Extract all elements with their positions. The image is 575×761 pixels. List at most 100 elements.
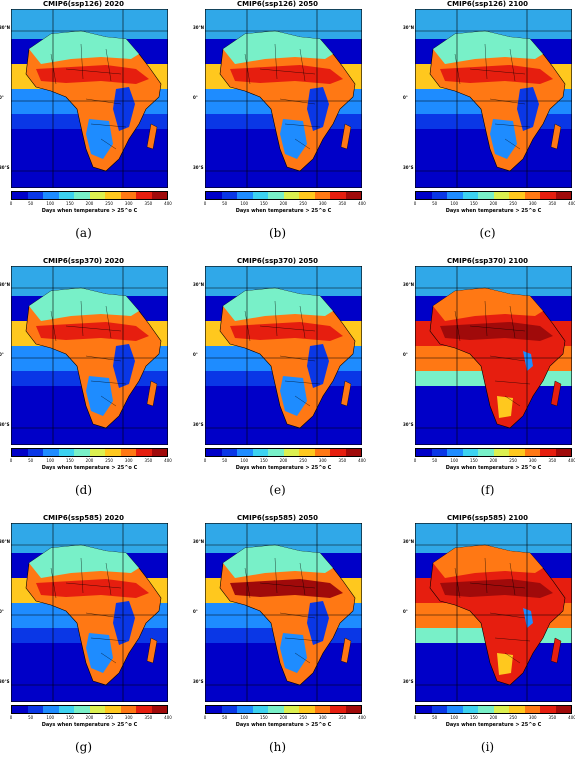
heat-days-map	[11, 266, 168, 445]
colorbar-swatch	[314, 192, 330, 199]
colorbar-tick-label: 350	[144, 715, 153, 720]
colorbar-swatch	[555, 192, 571, 199]
colorbar-swatch	[221, 192, 237, 199]
colorbar-swatch	[345, 192, 361, 199]
latitude-label: 30°N	[0, 539, 10, 544]
latitude-label: 0°	[193, 95, 198, 100]
colorbar-tick-label: 350	[548, 458, 557, 463]
map-area	[11, 266, 168, 445]
map-panel: CMIP6(ssp370) 2020 30°N 0° 30°S 0 50 100 150 200…	[0, 257, 172, 497]
colorbar-swatch	[462, 706, 478, 713]
colorbar-tick-label: 100	[46, 715, 55, 720]
colorbar-tick-label: 350	[548, 715, 557, 720]
colorbar-tick-label: 0	[9, 201, 13, 206]
colorbar-ticks: 0 50 100 150 200 250 300 350 400	[204, 458, 366, 464]
latitude-label: 30°N	[403, 539, 414, 544]
colorbar-swatch	[540, 192, 556, 199]
colorbar-swatch	[268, 192, 284, 199]
colorbar-swatch	[151, 449, 167, 456]
colorbar-tick-label: 400	[358, 715, 366, 720]
colorbar-tick-label: 250	[299, 201, 307, 206]
panel-title: CMIP6(ssp370) 2020	[43, 257, 124, 265]
latitude-label: 0°	[193, 609, 198, 614]
colorbar-tick-label: 300	[528, 458, 537, 463]
colorbar-tick-label: 400	[568, 458, 575, 463]
colorbar-swatch	[58, 706, 74, 713]
colorbar-swatch	[74, 192, 90, 199]
colorbar-swatch	[416, 706, 432, 713]
colorbar-label: Days when temperature > 25^o C	[41, 465, 138, 471]
colorbar-label: Days when temperature > 25^o C	[445, 465, 542, 471]
colorbar-swatch	[431, 449, 447, 456]
map-area	[11, 9, 168, 188]
colorbar-tick-label: 200	[489, 201, 498, 206]
colorbar-swatch	[252, 449, 268, 456]
colorbar-tick-label: 100	[450, 201, 459, 206]
colorbar-tick-label: 400	[164, 458, 172, 463]
panel-title: CMIP6(ssp370) 2050	[237, 257, 318, 265]
colorbar-swatch	[314, 449, 330, 456]
colorbar-swatch	[120, 706, 136, 713]
latitude-label: 0°	[403, 352, 408, 357]
latitude-label: 30°S	[193, 679, 204, 684]
colorbar-tick-label: 300	[318, 458, 327, 463]
colorbar-swatch	[58, 192, 74, 199]
colorbar	[205, 448, 362, 457]
colorbar-tick-label: 300	[124, 201, 133, 206]
colorbar-swatch	[252, 192, 268, 199]
heat-days-map	[11, 9, 168, 188]
colorbar-tick-label: 100	[46, 458, 55, 463]
colorbar	[11, 191, 168, 200]
colorbar-swatch	[555, 449, 571, 456]
colorbar-ticks: 0 50 100 150 200 250 300 350 400	[10, 715, 172, 721]
latitude-label: 0°	[0, 95, 4, 100]
colorbar-swatch	[493, 449, 509, 456]
map-panel: CMIP6(ssp126) 2050 30°N 0° 30°S 0 50 100 150 200…	[193, 0, 366, 240]
colorbar-ticks: 0 50 100 150 200 250 300 350 400	[10, 458, 172, 464]
map-panel: CMIP6(ssp370) 2050 30°N 0° 30°S 0 50 100 150 200…	[193, 257, 366, 497]
map-panel: CMIP6(ssp370) 2100 30°N 0° 30°S 0 50 100 150 200…	[403, 257, 575, 497]
colorbar-tick-label: 0	[203, 715, 207, 720]
panel-caption: (c)	[479, 226, 496, 240]
colorbar-swatch	[206, 449, 222, 456]
colorbar-tick-label: 200	[85, 458, 94, 463]
colorbar-tick-label: 250	[299, 715, 307, 720]
colorbar-swatch	[43, 192, 59, 199]
colorbar-swatch	[493, 192, 509, 199]
colorbar-swatch	[105, 192, 121, 199]
colorbar-tick-label: 300	[124, 715, 133, 720]
colorbar-tick-label: 50	[432, 715, 438, 720]
colorbar-tick-label: 350	[338, 201, 347, 206]
colorbar-swatch	[237, 449, 253, 456]
colorbar	[415, 448, 572, 457]
colorbar-swatch	[431, 706, 447, 713]
heat-days-map	[205, 266, 362, 445]
colorbar-tick-label: 50	[28, 201, 34, 206]
colorbar-tick-label: 350	[548, 201, 557, 206]
colorbar-tick-label: 50	[28, 715, 34, 720]
colorbar-swatch	[431, 192, 447, 199]
colorbar-swatch	[299, 706, 315, 713]
colorbar-label: Days when temperature > 25^o C	[235, 208, 332, 214]
colorbar	[11, 705, 168, 714]
heat-days-map	[415, 9, 572, 188]
colorbar-label: Days when temperature > 25^o C	[445, 208, 542, 214]
colorbar-label: Days when temperature > 25^o C	[41, 722, 138, 728]
colorbar-tick-label: 150	[470, 201, 478, 206]
colorbar-tick-label: 300	[318, 715, 327, 720]
colorbar-swatch	[58, 449, 74, 456]
colorbar-tick-label: 350	[144, 458, 153, 463]
panel-caption: (d)	[74, 483, 93, 497]
colorbar-swatch	[120, 192, 136, 199]
colorbar-swatch	[447, 449, 463, 456]
colorbar-swatch	[524, 449, 540, 456]
colorbar-tick-label: 250	[509, 201, 517, 206]
colorbar-tick-label: 50	[222, 458, 228, 463]
latitude-label: 0°	[0, 352, 4, 357]
colorbar-tick-label: 350	[144, 201, 153, 206]
map-area	[205, 9, 362, 188]
colorbar-swatch	[221, 449, 237, 456]
heat-days-map	[11, 523, 168, 702]
colorbar-tick-label: 300	[528, 715, 537, 720]
colorbar-tick-label: 150	[66, 458, 74, 463]
